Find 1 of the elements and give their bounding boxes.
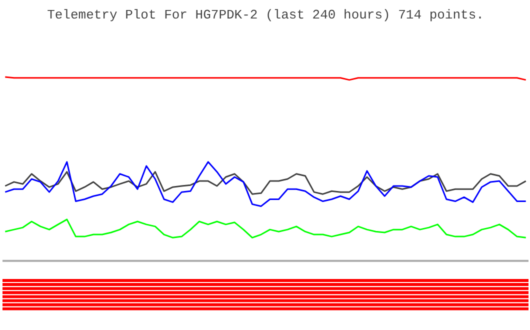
chart-title: Telemetry Plot For HG7PDK-2 (last 240 hours) 714 points. bbox=[47, 8, 484, 22]
